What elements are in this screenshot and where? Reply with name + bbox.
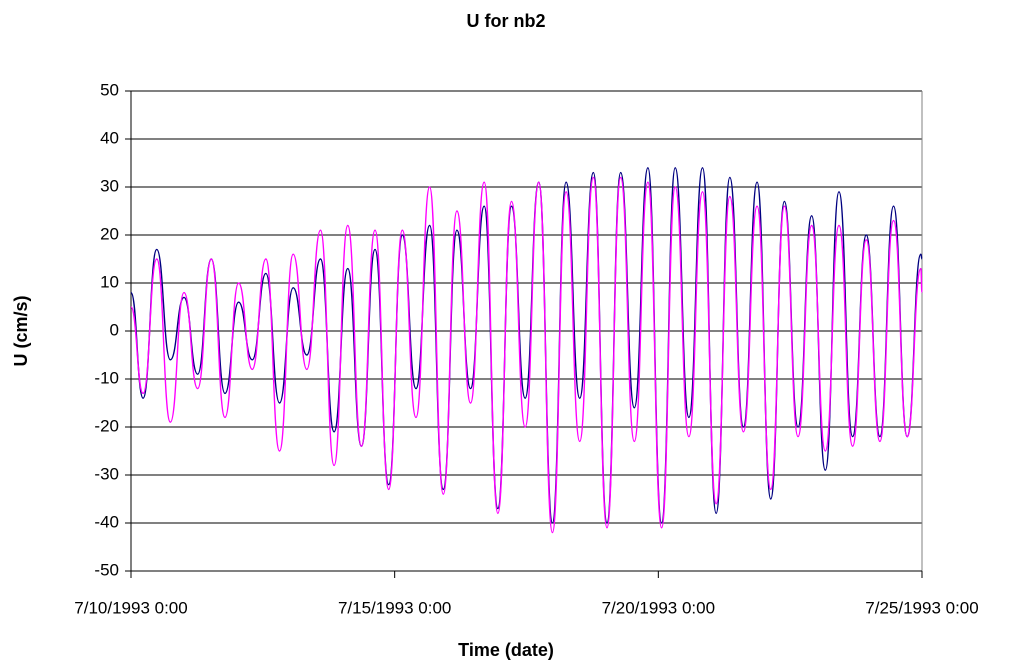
y-tick-label: -20 xyxy=(94,416,119,435)
x-tick-label: 7/15/1993 0:00 xyxy=(338,598,451,617)
y-tick-label: 0 xyxy=(110,320,119,339)
y-tick-label: 10 xyxy=(100,272,119,291)
series-line xyxy=(130,167,923,524)
y-tick-label: -50 xyxy=(94,560,119,579)
x-tick-label: 7/10/1993 0:00 xyxy=(74,598,187,617)
x-axis-label: Time (date) xyxy=(458,640,554,660)
chart-title: U for nb2 xyxy=(467,11,546,31)
x-tick-label: 7/20/1993 0:00 xyxy=(602,598,715,617)
x-tick-label: 7/25/1993 0:00 xyxy=(865,598,978,617)
y-tick-label: 50 xyxy=(100,80,119,99)
y-tick-label: -40 xyxy=(94,512,119,531)
y-axis-label: U (cm/s) xyxy=(11,295,31,366)
y-tick-label: -10 xyxy=(94,368,119,387)
y-tick-label: 20 xyxy=(100,224,119,243)
y-tick-label: -30 xyxy=(94,464,119,483)
y-tick-label: 30 xyxy=(100,176,119,195)
y-tick-label: 40 xyxy=(100,128,119,147)
series-line xyxy=(130,176,923,534)
